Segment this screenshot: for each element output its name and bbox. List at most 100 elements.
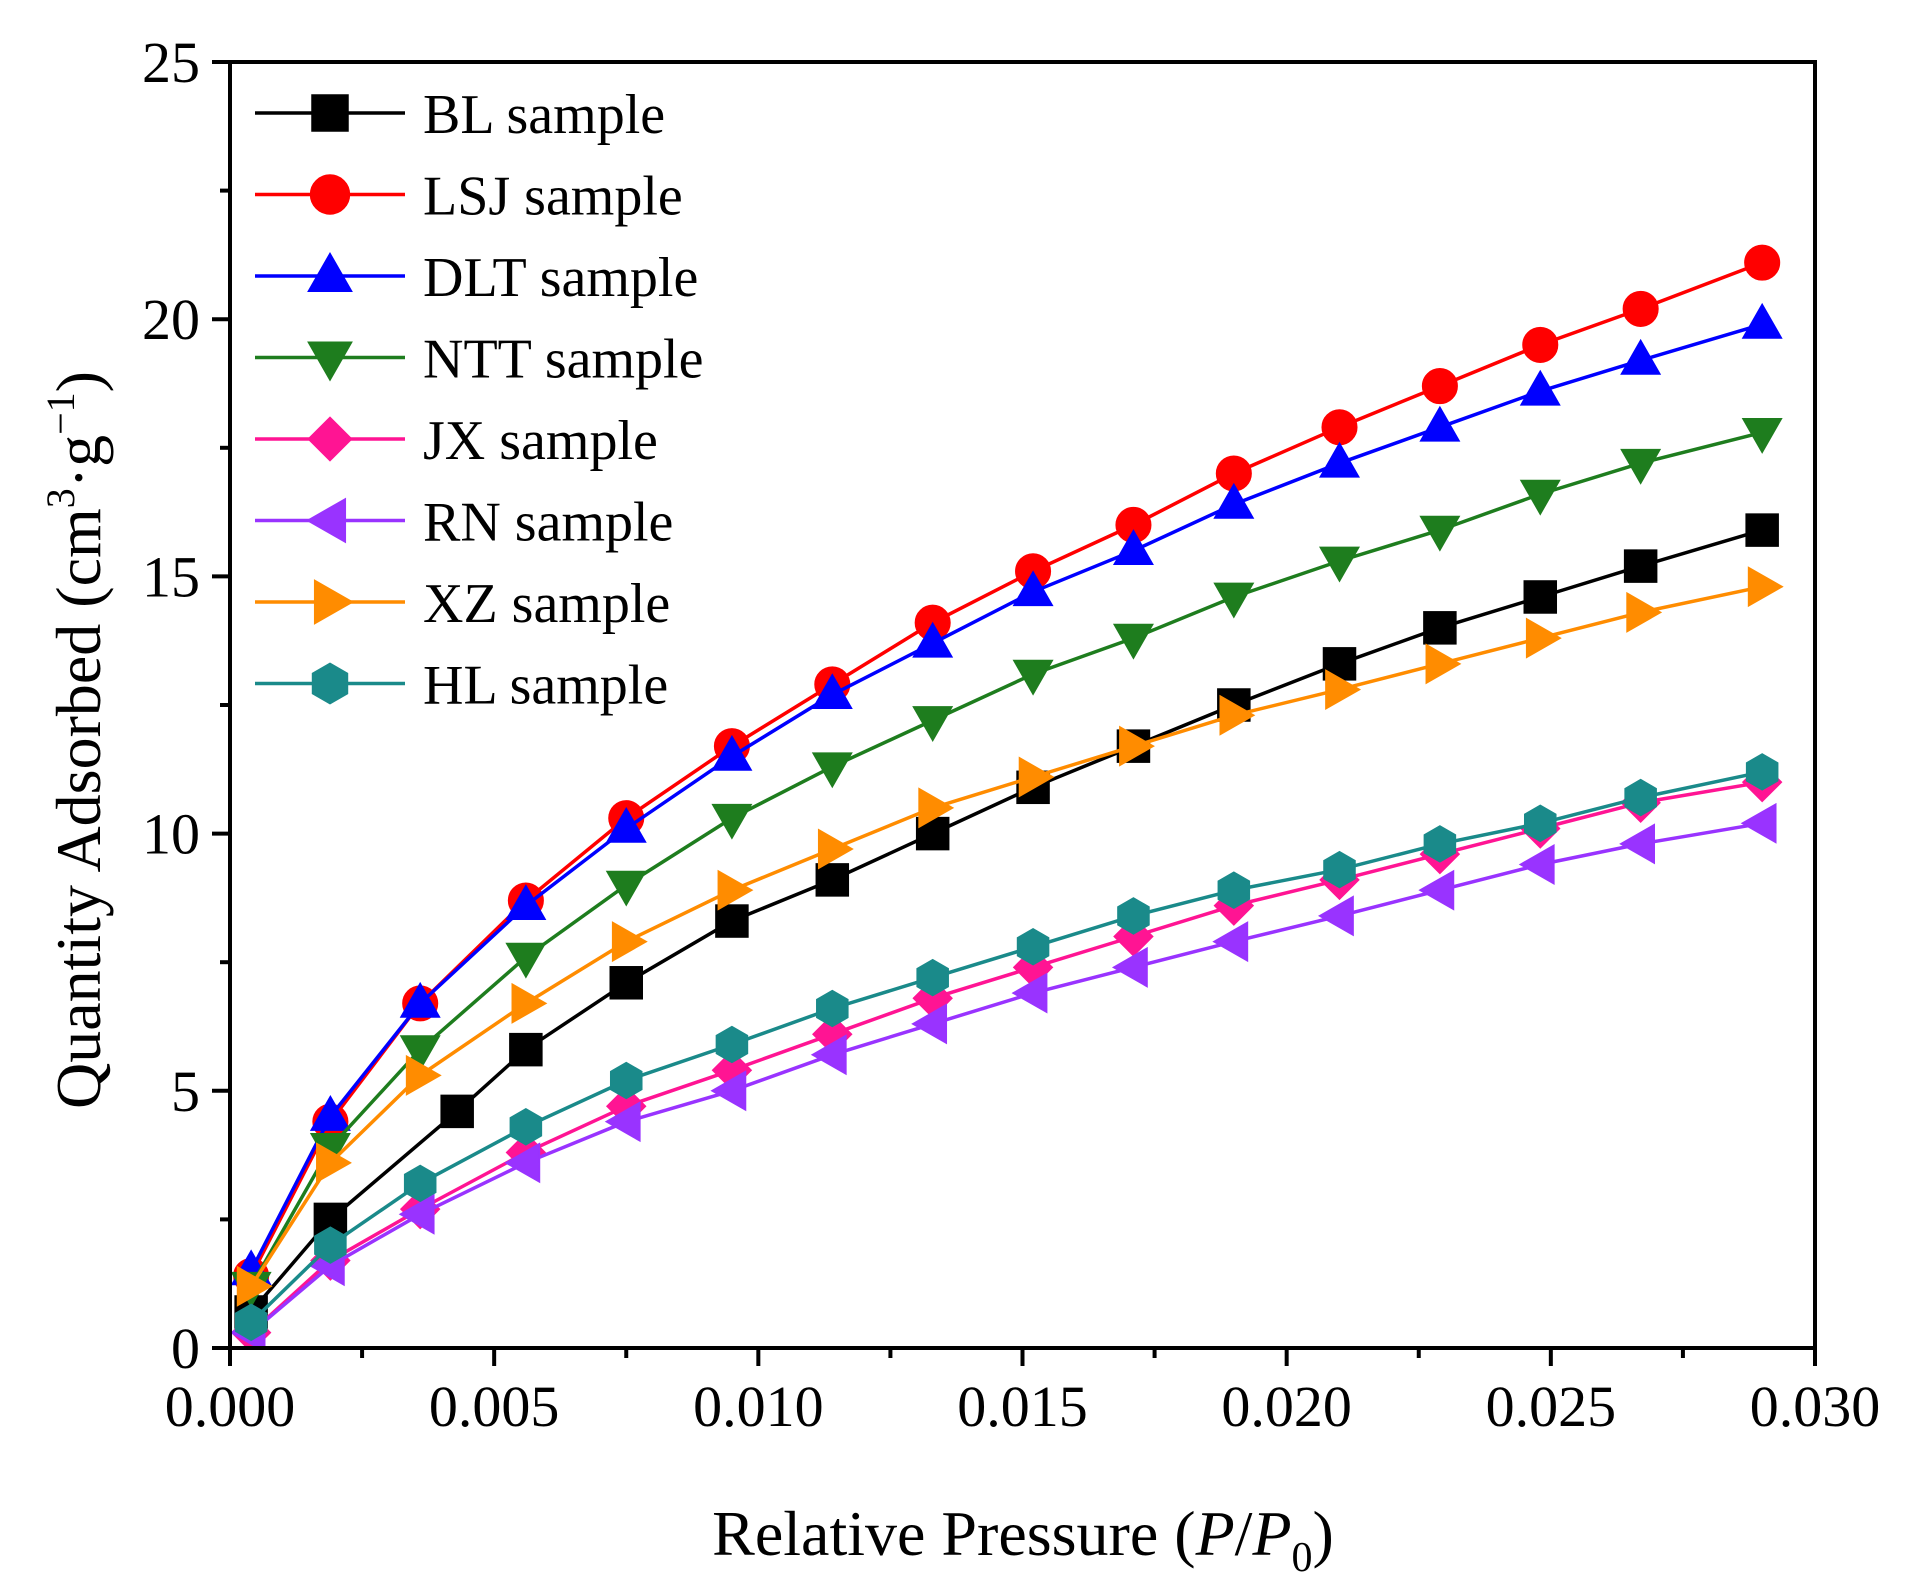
series-line [249,260,1763,1277]
legend-marker [313,579,355,625]
data-point [314,1226,347,1264]
series-line [249,528,1763,1314]
legend-label: NTT sample [423,329,703,391]
legend-label: HL sample [423,655,668,717]
data-point [1744,244,1781,281]
data-point [1016,927,1050,966]
data-point [1624,778,1657,817]
legend-label: BL sample [423,84,665,146]
legend: BL sample LSJ sample DLT sample NTT sample J… [255,84,703,717]
legend-label: DLT sample [423,247,698,309]
data-point [509,1032,543,1067]
data-point [1213,582,1255,619]
x-tick-label: 0.025 [1486,1374,1617,1439]
series-dlt-sample [230,302,1783,1286]
x-axis-title-sub: 0 [1292,1535,1313,1581]
data-point [912,621,954,658]
data-point [1623,549,1658,583]
data-point [1522,326,1559,363]
data-point [440,1094,474,1129]
data-point [715,904,749,938]
data-point [817,828,854,870]
legend-item: DLT sample [255,247,698,309]
data-point [1619,823,1655,865]
data-point [710,1070,747,1112]
legend-label: XZ sample [423,573,670,635]
series-line [249,584,1763,1288]
data-point [1747,566,1784,608]
data-point [316,1142,352,1184]
data-point [1117,897,1150,935]
y-tick-label: 0 [171,1316,200,1381]
x-axis-title-var1: P [1195,1498,1235,1569]
data-point [403,1164,437,1203]
x-axis-title: Relative Pressure (P/P0) [712,1498,1334,1581]
legend-item: JX sample [255,410,658,472]
legend-marker [307,416,353,462]
y-axis-title: Quantity Adsorbed (cm3·g−1) [38,371,114,1109]
y-tick-label: 20 [142,287,200,352]
y-tick-label: 10 [142,802,200,867]
data-point [509,1108,543,1146]
data-point [1741,418,1783,454]
series-rn-sample [230,802,1777,1348]
axes: 0.000 0.005 0.010 0.015 0.020 0.025 0.030 0 5 10 1… [142,30,1880,1439]
legend-marker [311,94,349,132]
data-point [1745,513,1779,547]
data-point [1012,570,1054,607]
x-axis-title-suffix: ) [1313,1498,1334,1569]
data-point [1112,623,1154,660]
data-point [1319,441,1360,478]
legend-marker [309,174,351,215]
data-point [1620,338,1662,375]
series-line [249,430,1763,1288]
data-point [504,1142,541,1184]
data-point [611,921,648,963]
data-point [1323,850,1356,889]
data-point [511,982,548,1024]
data-point [1423,825,1457,863]
legend-marker [311,662,349,705]
y-axis-title-sup2: −1 [38,392,83,435]
x-tick-label: 0.005 [429,1374,560,1439]
series-line [249,770,1763,1324]
data-point [609,966,643,1000]
x-tick-label: 0.015 [957,1374,1088,1439]
y-axis-title-end: ) [43,371,114,392]
data-point [1523,580,1558,614]
data-point [405,1054,442,1096]
legend-marker [307,341,353,382]
data-point [918,787,955,829]
data-point [711,803,753,840]
data-point [1741,302,1783,339]
x-tick-label: 0.000 [165,1374,296,1439]
data-point [1217,871,1251,909]
data-point [399,981,441,1018]
data-point [236,1265,273,1307]
series-line [249,780,1763,1334]
data-point [912,706,954,742]
x-tick-label: 0.010 [693,1374,824,1439]
data-point [1212,921,1249,963]
x-axis-title-prefix: Relative Pressure ( [712,1498,1195,1569]
legend-item: XZ sample [255,573,670,635]
data-point [1423,611,1457,645]
data-point [1418,869,1455,911]
data-point [1317,895,1354,937]
data-point [609,1061,643,1100]
data-point [1111,946,1148,988]
data-point [234,1303,268,1342]
data-point [1523,804,1557,843]
data-point [1219,694,1256,736]
data-point [505,942,547,979]
x-tick-label: 0.030 [1750,1374,1881,1439]
data-point [1011,972,1048,1014]
series-line [249,322,1763,1272]
data-point [1425,643,1462,685]
legend-item: HL sample [255,655,668,717]
data-point [810,1034,847,1076]
data-point [811,752,853,789]
data-point [816,989,849,1028]
data-point [505,884,547,920]
series-xz-sample [236,566,1784,1307]
